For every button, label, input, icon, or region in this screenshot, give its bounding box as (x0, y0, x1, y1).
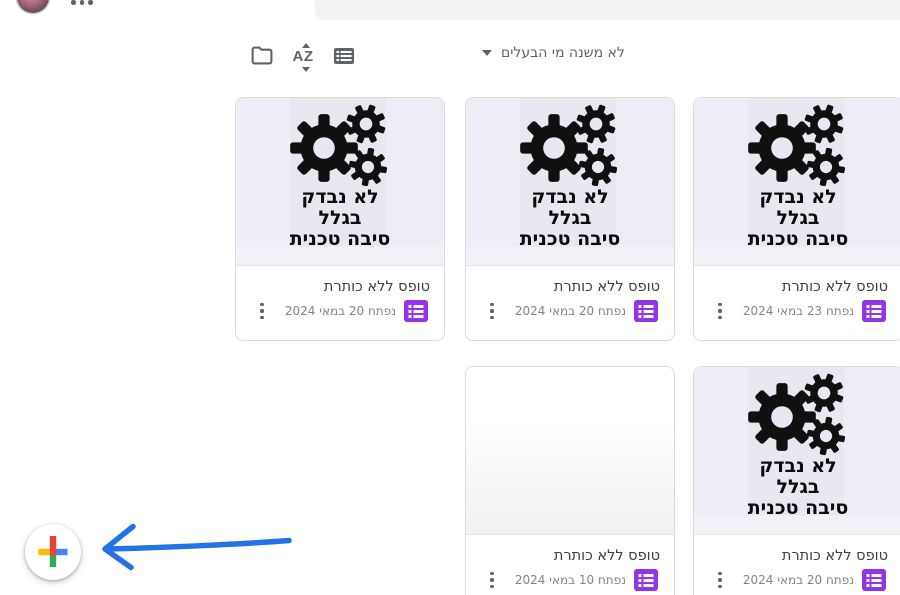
search-bar[interactable] (315, 0, 900, 20)
form-title: טופס ללא כותרת (553, 548, 660, 564)
form-thumbnail: לא נבדק בגלל סיבה טכנית (694, 367, 900, 535)
opened-date: נפתח 23 במאי 2024 (742, 304, 854, 318)
broken-thumbnail-caption: לא נבדק בגלל סיבה טכנית (289, 186, 391, 250)
opened-date: נפתח 10 במאי 2024 (514, 573, 626, 587)
form-title: טופס ללא כותרת (323, 279, 430, 295)
list-view-icon[interactable] (332, 44, 356, 68)
form-card[interactable]: לא נבדק בגלל סיבה טכנית טופס ללא כותרת נפת… (235, 97, 445, 341)
form-thumbnail: לא נבדק בגלל סיבה טכנית (236, 98, 444, 266)
form-card[interactable]: לא נבדק בגלל סיבה טכנית טופס ללא כותרת נפת… (693, 366, 900, 595)
form-card[interactable]: טופס ללא כותרת נפתח 10 במאי 2024 (465, 366, 675, 595)
more-options-icon[interactable] (488, 570, 496, 591)
broken-thumbnail-caption: לא נבדק בגלל סיבה טכנית (747, 455, 849, 519)
owner-filter-dropdown[interactable]: לא משנה מי הבעלים (482, 45, 625, 61)
broken-thumbnail-caption: לא נבדק בגלל סיבה טכנית (519, 186, 621, 250)
opened-date: נפתח 20 במאי 2024 (742, 573, 854, 587)
opened-date: נפתח 20 במאי 2024 (284, 304, 396, 318)
forms-icon (404, 300, 428, 322)
form-card[interactable]: לא נבדק בגלל סיבה טכנית טופס ללא כותרת נפת… (465, 97, 675, 341)
a-z-sort-icon[interactable]: AZ (288, 43, 318, 72)
more-options-icon[interactable] (716, 301, 724, 322)
form-title: טופס ללא כותרת (553, 279, 660, 295)
annotation-arrow (102, 523, 292, 571)
form-title: טופס ללא כותרת (781, 548, 888, 564)
more-options-icon[interactable] (258, 301, 266, 322)
owner-filter-label: לא משנה מי הבעלים (501, 45, 625, 61)
form-card[interactable]: לא נבדק בגלל סיבה טכנית טופס ללא כותרת נפת… (693, 97, 900, 341)
chevron-down-icon (482, 50, 492, 56)
form-thumbnail: לא נבדק בגלל סיבה טכנית (694, 98, 900, 266)
broken-thumbnail-caption: לא נבדק בגלל סיבה טכנית (747, 186, 849, 250)
forms-icon (634, 300, 658, 322)
folder-icon[interactable] (249, 43, 274, 68)
opened-date: נפתח 20 במאי 2024 (514, 304, 626, 318)
more-options-icon[interactable] (488, 301, 496, 322)
forms-icon (634, 569, 658, 591)
form-thumbnail (466, 367, 674, 535)
form-thumbnail: לא נבדק בגלל סיבה טכנית (466, 98, 674, 266)
forms-icon (862, 300, 886, 322)
apps-grid-icon[interactable] (71, 0, 93, 5)
more-options-icon[interactable] (716, 570, 724, 591)
plus-icon (38, 536, 68, 567)
form-title: טופס ללא כותרת (781, 279, 888, 295)
create-form-fab[interactable] (25, 524, 81, 580)
forms-icon (862, 569, 886, 591)
avatar[interactable] (17, 0, 49, 13)
